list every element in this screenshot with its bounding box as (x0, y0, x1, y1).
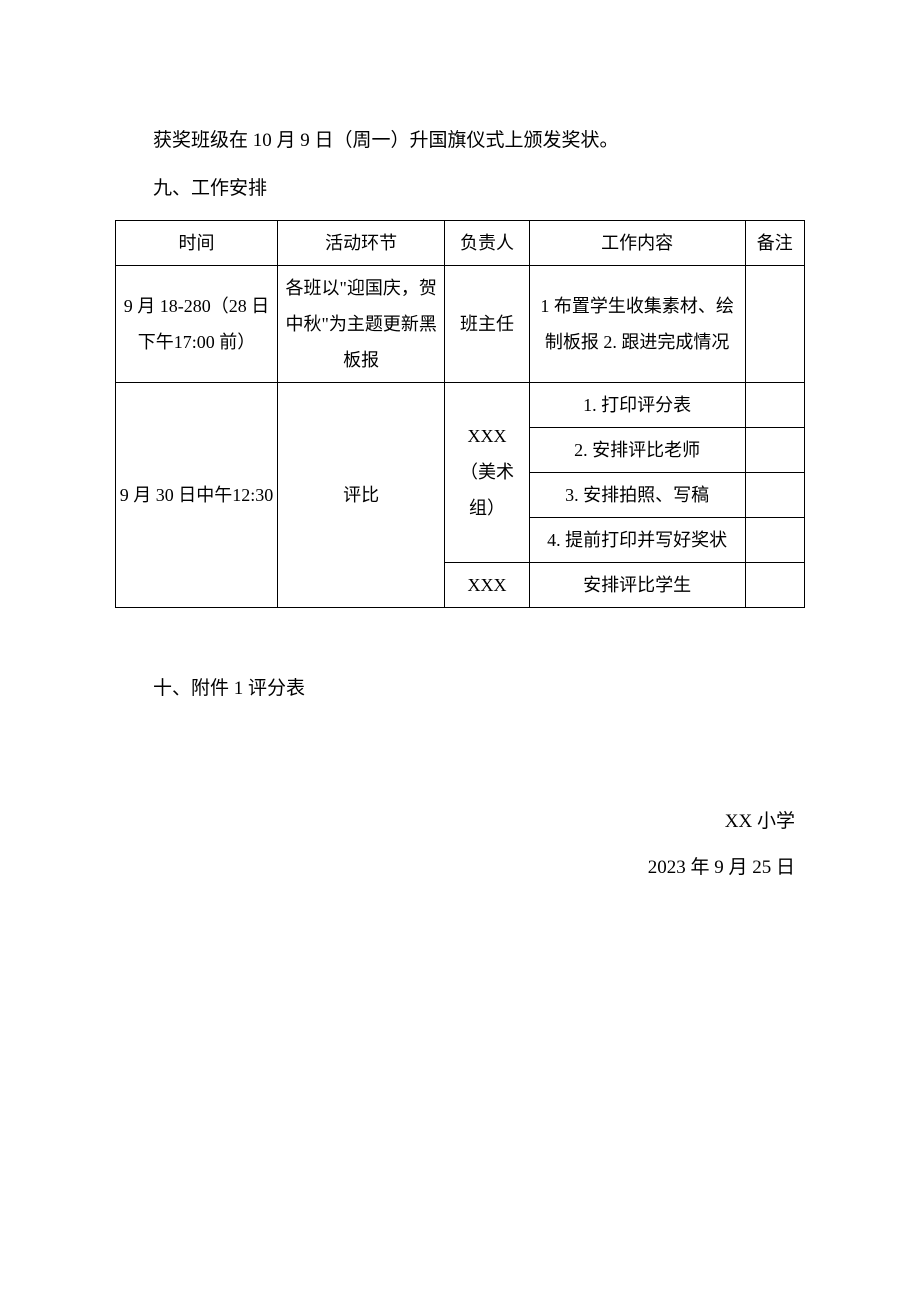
col-header-work: 工作内容 (529, 220, 745, 265)
cell-note (745, 265, 804, 382)
cell-note (745, 382, 804, 427)
cell-owner: XXX （美术组） (445, 382, 529, 562)
col-header-note: 备注 (745, 220, 804, 265)
cell-work: 1 布置学生收集素材、绘制板报 2. 跟进完成情况 (529, 265, 745, 382)
table-header-row: 时间 活动环节 负责人 工作内容 备注 (116, 220, 805, 265)
table-row: 9 月 30 日中午12:30 评比 XXX （美术组） 1. 打印评分表 (116, 382, 805, 427)
schedule-table: 时间 活动环节 负责人 工作内容 备注 9 月 18-280（28 日下午17:… (115, 220, 805, 608)
cell-note (745, 427, 804, 472)
document-page: 获奖班级在 10 月 9 日（周一）升国旗仪式上颁发奖状。 九、工作安排 时间 … (0, 0, 920, 1301)
cell-work: 2. 安排评比老师 (529, 427, 745, 472)
cell-work: 4. 提前打印并写好奖状 (529, 517, 745, 562)
cell-work: 3. 安排拍照、写稿 (529, 472, 745, 517)
signature-date: 2023 年 9 月 25 日 (115, 845, 795, 891)
table-row: 9 月 18-280（28 日下午17:00 前） 各班以"迎国庆，贺中秋"为主… (116, 265, 805, 382)
cell-owner: 班主任 (445, 265, 529, 382)
cell-work: 1. 打印评分表 (529, 382, 745, 427)
signature-block: XX 小学 2023 年 9 月 25 日 (115, 799, 805, 890)
award-paragraph: 获奖班级在 10 月 9 日（周一）升国旗仪式上颁发奖状。 (115, 120, 805, 162)
cell-stage: 各班以"迎国庆，贺中秋"为主题更新黑板报 (277, 265, 444, 382)
section-10-heading: 十、附件 1 评分表 (115, 668, 805, 710)
cell-note (745, 517, 804, 562)
cell-note (745, 472, 804, 517)
cell-note (745, 562, 804, 607)
cell-time: 9 月 18-280（28 日下午17:00 前） (116, 265, 278, 382)
cell-time: 9 月 30 日中午12:30 (116, 382, 278, 607)
cell-owner: XXX (445, 562, 529, 607)
col-header-owner: 负责人 (445, 220, 529, 265)
signature-school: XX 小学 (115, 799, 795, 845)
cell-stage: 评比 (277, 382, 444, 607)
section-9-heading: 九、工作安排 (115, 168, 805, 210)
col-header-stage: 活动环节 (277, 220, 444, 265)
col-header-time: 时间 (116, 220, 278, 265)
cell-work: 安排评比学生 (529, 562, 745, 607)
